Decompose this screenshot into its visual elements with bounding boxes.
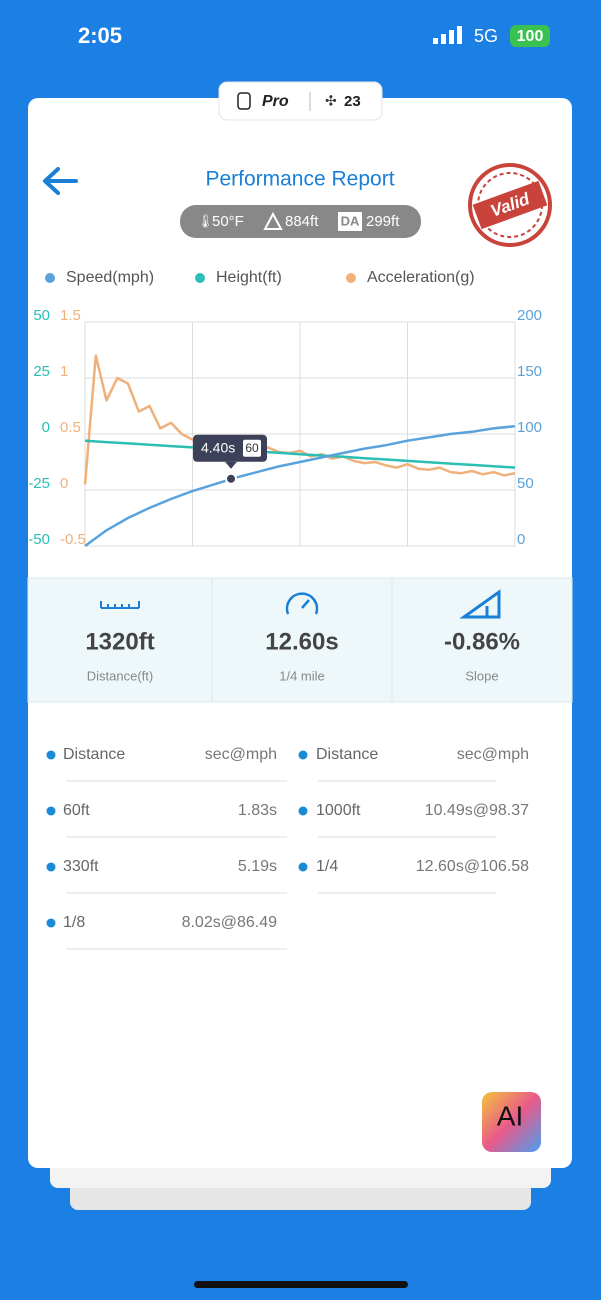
- da-label: DA: [341, 213, 360, 228]
- home-indicator: [194, 1281, 408, 1288]
- row-value: 10.49s@98.37: [425, 802, 529, 819]
- stamp: [468, 163, 552, 247]
- legend-label: Speed(mph): [66, 269, 154, 286]
- y-tick-label: 50: [33, 307, 50, 324]
- row-value: sec@mph: [457, 746, 529, 763]
- battery-level: 100: [517, 28, 544, 45]
- temperature: 50°F: [212, 213, 244, 230]
- count-icon: ✣: [325, 93, 337, 109]
- y2-tick-label: 0: [517, 531, 525, 548]
- y-tick-label: -25: [28, 475, 50, 492]
- y2-tick-label: 100: [517, 419, 542, 436]
- row-dot: [298, 806, 308, 816]
- y3-tick-label: -0.5: [60, 531, 86, 548]
- stat-label: 1/4 mile: [279, 668, 325, 683]
- y-tick-label: 25: [33, 363, 50, 380]
- row-dot: [46, 862, 56, 872]
- network: 5G: [474, 26, 498, 46]
- badge[interactable]: [218, 81, 383, 121]
- slope-icon: [459, 589, 501, 619]
- time: 2:05: [78, 23, 122, 48]
- row-dot: [298, 750, 308, 760]
- mountain-icon: [263, 211, 283, 230]
- row-label: Distance: [63, 746, 125, 763]
- series-line: [84, 439, 516, 469]
- stat-label: Slope: [465, 668, 498, 683]
- series-line: [84, 424, 516, 548]
- row-label: 330ft: [63, 858, 99, 875]
- stat-label: Distance(ft): [87, 668, 153, 683]
- y-tick-label: -50: [28, 531, 50, 548]
- density-altitude: 299ft: [366, 213, 400, 230]
- tooltip-time: 4.40s: [201, 440, 235, 456]
- row-value: sec@mph: [205, 746, 277, 763]
- signal: [433, 26, 462, 44]
- battery: [510, 25, 550, 47]
- row-label: 1000ft: [316, 802, 361, 819]
- y3-tick-label: 0: [60, 475, 68, 492]
- stat-value: 12.60s: [265, 628, 338, 655]
- legend-dot: [195, 273, 205, 283]
- series-line: [83, 354, 516, 485]
- row-dot: [46, 918, 56, 928]
- back-button[interactable]: [43, 167, 78, 195]
- y-tick-label: 0: [42, 419, 50, 436]
- stat-value: 1320ft: [85, 628, 154, 655]
- y2-tick-label: 150: [517, 363, 542, 380]
- legend-label: Height(ft): [216, 269, 282, 286]
- row-label: Distance: [316, 746, 378, 763]
- stat-value: -0.86%: [444, 628, 520, 655]
- tooltip-badge: [243, 439, 261, 457]
- row-value: 8.02s@86.49: [182, 914, 278, 931]
- title: Performance Report: [205, 168, 394, 191]
- legend-dot: [45, 273, 55, 283]
- y3-tick-label: 1.5: [60, 307, 81, 324]
- tooltip-pointer: [225, 461, 237, 469]
- da-box: [338, 212, 362, 231]
- row-dot: [46, 806, 56, 816]
- thermo-icon: 🌡: [197, 213, 214, 228]
- stats-panel: [27, 577, 573, 703]
- y3-tick-label: 0.5: [60, 419, 81, 436]
- tooltip-point: [225, 472, 237, 485]
- ruler-icon: [100, 601, 140, 609]
- row-label: 1/4: [316, 858, 338, 875]
- row-value: 12.60s@106.58: [416, 858, 529, 875]
- y2-tick-label: 50: [517, 475, 534, 492]
- tooltip-speed: 60: [245, 441, 259, 455]
- legend-label: Acceleration(g): [367, 269, 475, 286]
- row-label: 60ft: [63, 802, 90, 819]
- row-dot: [46, 750, 56, 760]
- ai-button[interactable]: [482, 1092, 541, 1152]
- row-value: 1.83s: [238, 802, 277, 819]
- y2-tick-label: 200: [517, 307, 542, 324]
- ai-label: AI: [497, 1100, 523, 1131]
- plan: Pro: [262, 93, 289, 110]
- device-icon: [237, 92, 251, 110]
- y3-tick-label: 1: [60, 363, 68, 380]
- legend-dot: [346, 273, 356, 283]
- count: 23: [344, 93, 361, 110]
- row-value: 5.19s: [238, 858, 277, 875]
- gauge-icon: [285, 592, 319, 615]
- altitude: 884ft: [285, 213, 319, 230]
- row-label: 1/8: [63, 914, 85, 931]
- row-dot: [298, 862, 308, 872]
